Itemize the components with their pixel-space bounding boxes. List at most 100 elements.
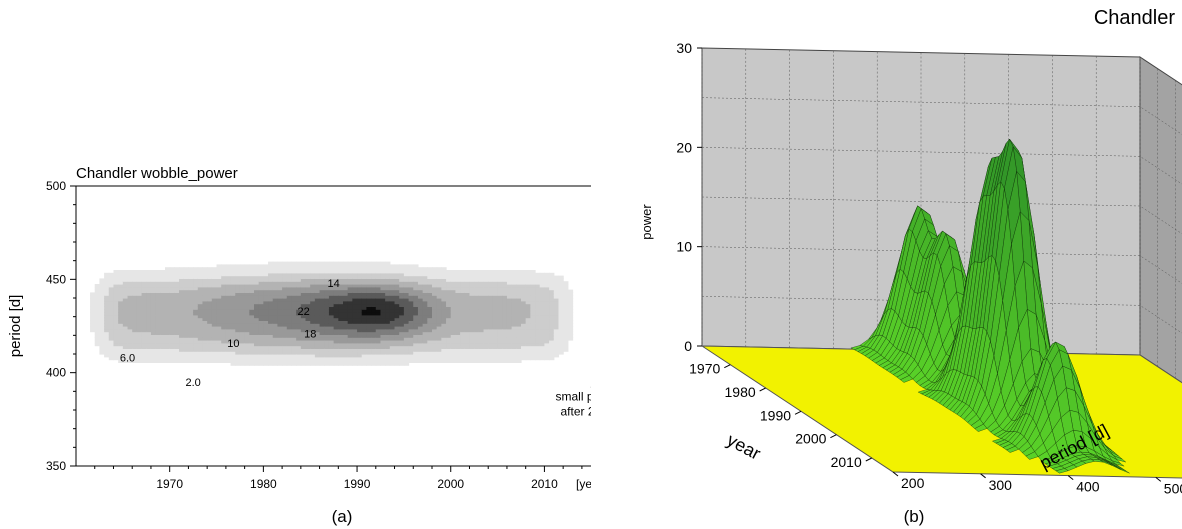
- contour-cell: [244, 281, 250, 285]
- contour-cell: [539, 331, 546, 335]
- contour-cell: [272, 306, 279, 310]
- contour-cell: [221, 267, 227, 271]
- contour-cell: [343, 289, 349, 293]
- contour-cell: [385, 342, 391, 347]
- contour-cell: [99, 342, 105, 347]
- contour-cell: [174, 320, 180, 324]
- contour-cell: [380, 281, 386, 285]
- contour-cell: [272, 342, 279, 347]
- contour-cell: [446, 323, 452, 327]
- contour-cell: [460, 312, 466, 316]
- contour-cell: [296, 356, 302, 361]
- contour-cell: [558, 275, 564, 279]
- contour-cell: [286, 323, 293, 327]
- contour-cell: [216, 334, 222, 338]
- contour-cell: [268, 289, 274, 293]
- contour-cell: [174, 328, 180, 333]
- contour-cell: [521, 326, 527, 330]
- contour-cell: [221, 342, 227, 347]
- contour-cell: [478, 298, 485, 302]
- contour-cell: [193, 326, 199, 330]
- contour-cell: [399, 272, 405, 277]
- contour-cell: [254, 275, 260, 279]
- contour-cell: [460, 289, 466, 293]
- contour-cell: [385, 284, 391, 288]
- contour-cell: [310, 317, 316, 321]
- contour-cell: [553, 314, 560, 319]
- contour-cell: [136, 356, 143, 361]
- contour-cell: [183, 317, 190, 321]
- contour-cell: [469, 340, 475, 344]
- contour-cell: [136, 309, 143, 313]
- contour-cell: [207, 340, 213, 344]
- contour-cell: [296, 323, 302, 327]
- contour-cell: [113, 295, 119, 299]
- contour-cell: [179, 354, 185, 358]
- contour-cell: [165, 328, 171, 333]
- contour-cell: [427, 275, 433, 279]
- contour-cell: [352, 270, 358, 274]
- contour-cell: [403, 281, 410, 285]
- contour-cell: [286, 275, 293, 279]
- contour-cell: [132, 340, 138, 344]
- contour-cell: [197, 281, 204, 285]
- contour-cell: [211, 323, 218, 327]
- contour-cell: [478, 309, 485, 313]
- contour-cell: [441, 340, 447, 344]
- contour-cell: [216, 323, 222, 327]
- contour-cell: [478, 292, 485, 296]
- contour-cell: [150, 275, 157, 279]
- contour-cell: [118, 323, 124, 327]
- contour-cell: [399, 323, 405, 327]
- contour-cell: [380, 362, 386, 366]
- contour-cell: [380, 342, 386, 347]
- contour-cell: [286, 278, 293, 282]
- contour-cell: [193, 278, 199, 282]
- contour-cell: [427, 348, 433, 352]
- contour-cell: [169, 286, 175, 291]
- contour-cell: [291, 278, 297, 282]
- contour-cell: [268, 326, 274, 330]
- contour-cell: [268, 278, 274, 282]
- contour-cell: [230, 320, 236, 324]
- contour-cell: [516, 356, 522, 361]
- contour-cell: [403, 278, 410, 282]
- contour-cell: [417, 312, 424, 316]
- contour-cell: [389, 337, 396, 341]
- contour-cell: [432, 292, 438, 296]
- contour-cell: [282, 300, 288, 305]
- contour-cell: [488, 334, 494, 338]
- contour-cell: [268, 292, 274, 296]
- contour-cell: [202, 314, 208, 319]
- contour-cell: [478, 312, 485, 316]
- contour-cell: [521, 300, 527, 305]
- contour-cell: [211, 275, 218, 279]
- contour-cell: [150, 312, 157, 316]
- contour-cell: [553, 331, 560, 335]
- contour-cell: [539, 295, 546, 299]
- contour-cell: [118, 289, 124, 293]
- contour-cell: [544, 331, 550, 335]
- contour-cell: [141, 342, 147, 347]
- contour-cell: [244, 340, 250, 344]
- contour-cell: [263, 348, 269, 352]
- contour-cell: [361, 345, 368, 349]
- contour-cell: [549, 272, 555, 277]
- contour-cell: [300, 345, 307, 349]
- contour-cell: [385, 334, 391, 338]
- contour-cell: [179, 331, 185, 335]
- contour-cell: [300, 342, 307, 347]
- contour-cell: [544, 351, 550, 355]
- contour-cell: [165, 284, 171, 288]
- contour-cell: [455, 303, 461, 307]
- contour-cell: [464, 303, 471, 307]
- contour-cell: [380, 292, 386, 296]
- contour-cell: [296, 289, 302, 293]
- contour-cell: [460, 270, 466, 274]
- contour-cell: [319, 326, 325, 330]
- contour-cell: [244, 323, 250, 327]
- contour-cell: [441, 331, 447, 335]
- contour-cell: [422, 348, 428, 352]
- contour-cell: [291, 359, 297, 363]
- contour-cell: [291, 314, 297, 319]
